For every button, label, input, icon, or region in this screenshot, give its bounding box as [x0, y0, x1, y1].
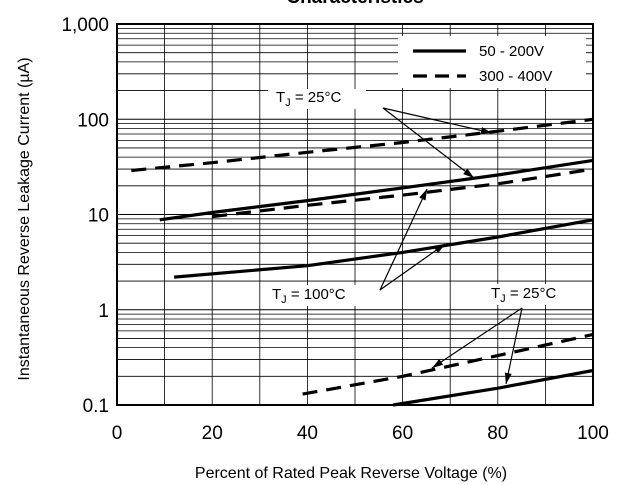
- legend-box: [398, 36, 586, 88]
- y-tick-labels: 0.1 1 10 100 1,000: [61, 15, 109, 417]
- annotation-arrow: [382, 107, 493, 134]
- x-tick-label: 40: [297, 423, 318, 444]
- annotation-arrows: [379, 107, 523, 385]
- y-axis-title: Instantaneous Reverse Leakage Current (µ…: [16, 57, 33, 380]
- legend-label: 50 - 200V: [479, 43, 544, 60]
- y-tick-label: 1,000: [61, 15, 109, 36]
- annotation-arrow: [379, 243, 446, 291]
- arrowhead: [433, 244, 445, 254]
- x-tick-label: 100: [577, 423, 609, 444]
- arrowhead: [480, 127, 492, 134]
- x-tick-labels: 0 20 40 60 80 100: [112, 423, 609, 444]
- series-line: [212, 167, 594, 219]
- series-line: [173, 218, 594, 279]
- annotation-arrow: [505, 307, 523, 385]
- series-line: [159, 158, 594, 222]
- annotation-arrow: [382, 107, 475, 179]
- series-line: [392, 368, 594, 407]
- annotation-bg: [264, 285, 374, 306]
- x-tick-label: 0: [112, 423, 123, 444]
- y-tick-label: 100: [77, 110, 109, 131]
- series-line: [302, 332, 594, 396]
- series-line: [131, 117, 594, 173]
- annotation-label: TJ = 25°C: [276, 89, 341, 109]
- legend-label: 300 - 400V: [479, 68, 552, 85]
- arrowhead: [504, 372, 512, 384]
- series-layer: [131, 117, 594, 407]
- y-tick-label: 0.1: [83, 396, 109, 417]
- annotation-label: TJ = 100°C: [272, 286, 346, 306]
- x-tick-label: 20: [202, 423, 223, 444]
- arrowhead: [463, 168, 474, 178]
- annotation-arrow: [379, 188, 428, 291]
- x-axis-title: Percent of Rated Peak Reverse Voltage (%…: [195, 465, 507, 482]
- annotation-label: TJ = 25°C: [491, 285, 556, 305]
- legend: 50 - 200V 300 - 400V: [398, 36, 586, 88]
- annotation-bg: [484, 284, 582, 305]
- plot-frame: [116, 23, 594, 406]
- x-tick-label: 60: [392, 423, 413, 444]
- arrowhead: [419, 189, 427, 201]
- annotation-bg: [268, 89, 366, 109]
- chart-title: Characteristics: [286, 0, 423, 8]
- annotation-arrow: [431, 307, 523, 369]
- x-tick-label: 80: [487, 423, 508, 444]
- y-tick-label: 1: [98, 301, 109, 322]
- annotations: TJ = 25°C TJ = 100°C TJ = 25°C: [264, 89, 582, 306]
- arrowhead: [432, 358, 444, 368]
- y-tick-label: 10: [88, 206, 109, 227]
